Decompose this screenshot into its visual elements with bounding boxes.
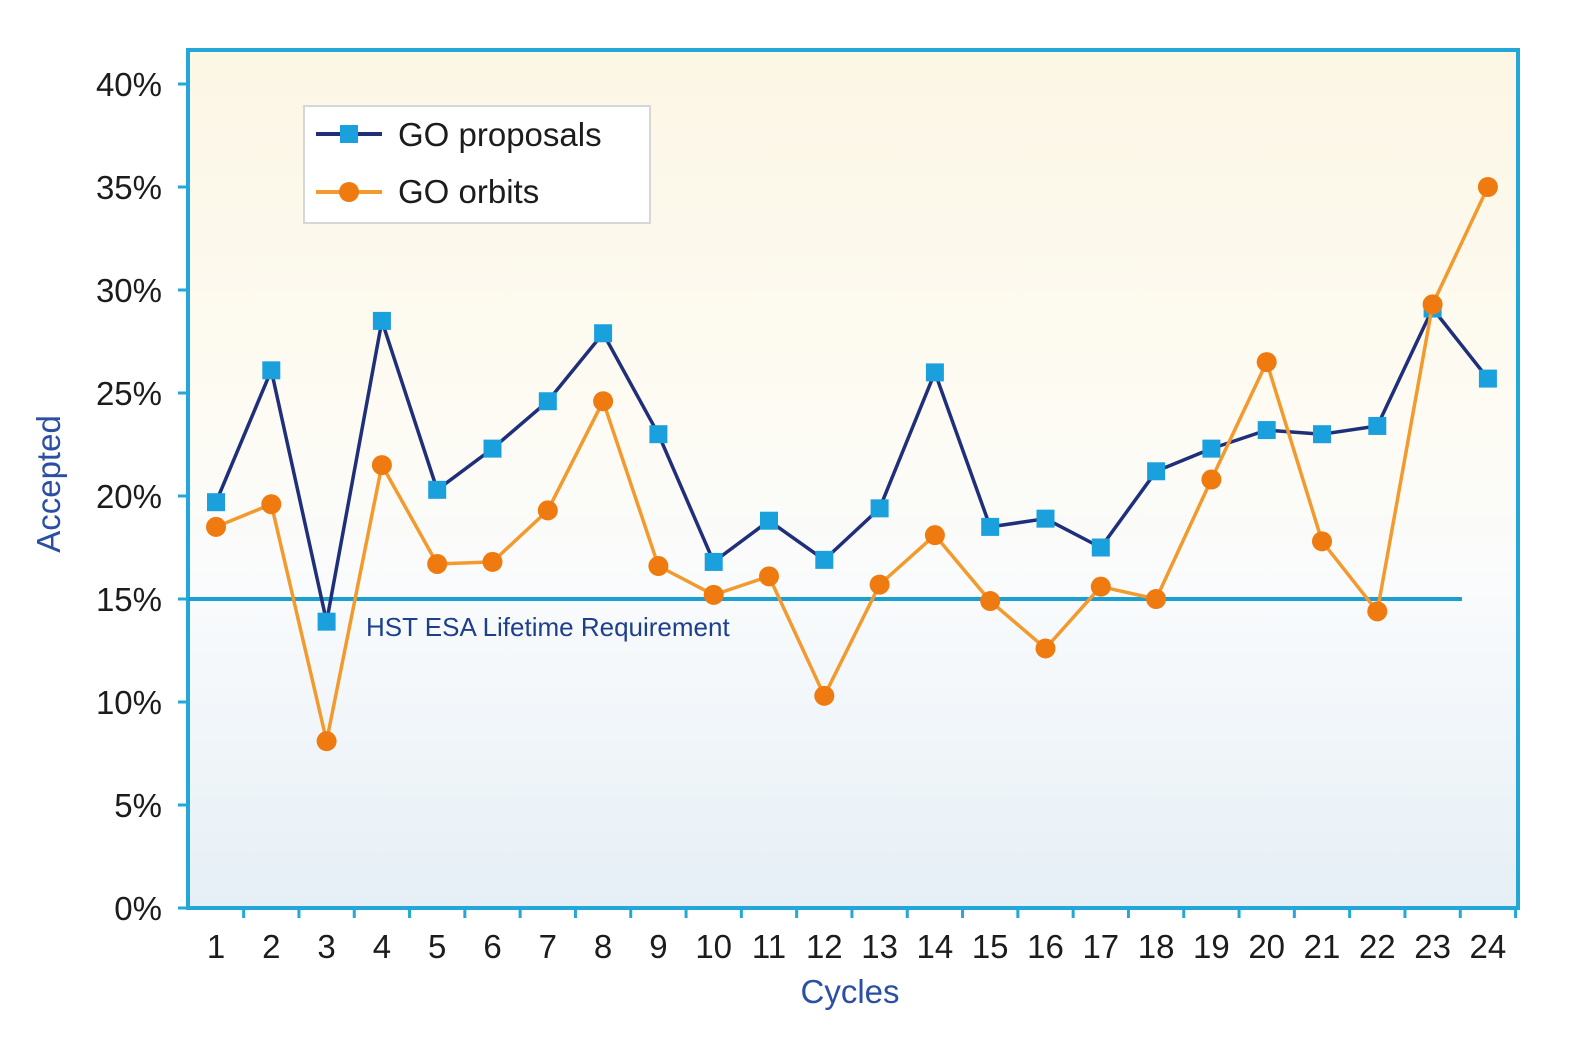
data-point-square: [538, 392, 557, 411]
data-point-square: [1091, 538, 1110, 557]
data-point-circle: [261, 494, 282, 515]
data-point-square: [925, 363, 944, 382]
data-point-square: [981, 517, 1000, 536]
data-point-square: [1036, 509, 1055, 528]
data-point-circle: [482, 551, 503, 572]
legend-label-go-orbits: GO orbits: [398, 173, 539, 210]
y-axis-ticks: 0% 5% 10% 15% 20% 25% 30% 35% 40%: [96, 66, 188, 927]
series-go-proposals: [207, 299, 1497, 631]
data-point-square: [372, 311, 391, 330]
data-point-circle: [1256, 352, 1277, 373]
data-point-square: [1478, 369, 1497, 388]
x-tick-label: 13: [861, 928, 898, 965]
legend-label-go-proposals: GO proposals: [398, 116, 602, 153]
x-tick-label: 15: [972, 928, 1009, 965]
x-tick-label: 20: [1248, 928, 1285, 965]
x-tick-label: 19: [1193, 928, 1230, 965]
x-tick-label: 22: [1359, 928, 1396, 965]
data-point-circle: [814, 685, 835, 706]
legend-marker-go-orbits: [339, 182, 359, 202]
x-tick-label: 17: [1082, 928, 1119, 965]
data-point-circle: [537, 500, 558, 521]
x-tick-label: 3: [317, 928, 335, 965]
series-line: [214, 306, 1490, 624]
data-point-circle: [1201, 469, 1222, 490]
data-point-circle: [924, 525, 945, 546]
y-tick-label: 5%: [114, 787, 162, 824]
data-point-circle: [1422, 294, 1443, 315]
data-point-circle: [206, 516, 226, 537]
data-point-circle: [1477, 177, 1498, 197]
data-point-square: [207, 493, 225, 512]
data-point-square: [649, 425, 668, 444]
series-line: [215, 186, 1490, 743]
x-tick-label: 9: [649, 928, 667, 965]
data-point-circle: [648, 556, 669, 577]
y-tick-label: 15%: [96, 581, 162, 618]
data-point-square: [483, 439, 502, 458]
data-point-circle: [1035, 638, 1056, 659]
data-point-circle: [980, 591, 1001, 612]
data-point-square: [815, 550, 834, 569]
x-tick-label: 23: [1414, 928, 1451, 965]
x-tick-label: 7: [539, 928, 557, 965]
legend-marker-go-proposals: [340, 125, 358, 143]
x-axis-ticks: 1 2 3 4 5 6 7 8 9 10 11 12 13 14 15 16 17 18 19 20 21 22 23 24: [207, 908, 1518, 965]
legend: GO proposals GO orbits: [303, 105, 651, 224]
x-tick-label: 4: [373, 928, 391, 965]
data-point-circle: [1146, 589, 1167, 609]
x-tick-label: 1: [207, 928, 225, 965]
x-tick-label: 12: [806, 928, 843, 965]
data-point-circle: [593, 391, 614, 412]
data-point-square: [1313, 425, 1331, 444]
legend-box: [303, 105, 651, 224]
data-point-circle: [1312, 531, 1332, 552]
x-tick-label: 6: [483, 928, 501, 965]
data-point-square: [428, 480, 447, 499]
data-point-square: [1202, 439, 1221, 458]
x-tick-label: 18: [1138, 928, 1175, 965]
y-tick-label: 30%: [96, 272, 162, 309]
y-tick-label: 0%: [114, 890, 162, 927]
reference-line-label: HST ESA Lifetime Requirement: [366, 612, 730, 642]
y-tick-label: 25%: [96, 375, 162, 412]
data-point-square: [1368, 416, 1387, 435]
data-point-circle: [316, 731, 337, 752]
x-axis-title: Cycles: [800, 973, 899, 1010]
x-tick-label: 11: [752, 928, 786, 965]
data-point-square: [704, 552, 723, 571]
data-point-circle: [1090, 576, 1111, 597]
data-point-circle: [869, 574, 890, 595]
x-tick-label: 21: [1304, 928, 1341, 965]
x-tick-label: 24: [1470, 928, 1507, 965]
x-tick-label: 16: [1027, 928, 1064, 965]
y-axis-title: Accepted: [30, 415, 67, 553]
data-point-circle: [427, 553, 448, 574]
y-tick-label: 35%: [96, 169, 162, 206]
x-tick-label: 8: [594, 928, 612, 965]
series-go-orbits: [206, 177, 1498, 752]
x-tick-label: 5: [428, 928, 446, 965]
data-point-circle: [703, 584, 724, 605]
data-point-circle: [1367, 601, 1388, 622]
x-tick-label: 14: [917, 928, 954, 965]
data-point-circle: [759, 566, 779, 587]
data-point-square: [262, 361, 281, 380]
y-tick-label: 10%: [96, 684, 162, 721]
data-point-square: [594, 324, 613, 343]
y-tick-label: 20%: [96, 478, 162, 515]
series-layer: [206, 177, 1498, 752]
y-tick-label: 40%: [96, 66, 162, 103]
data-point-square: [1147, 462, 1166, 481]
data-point-square: [317, 612, 336, 631]
x-tick-label: 2: [262, 928, 280, 965]
data-point-square: [760, 511, 778, 530]
data-point-square: [1257, 421, 1276, 440]
data-point-square: [870, 499, 889, 518]
data-point-circle: [371, 455, 392, 476]
x-tick-label: 10: [695, 928, 732, 965]
